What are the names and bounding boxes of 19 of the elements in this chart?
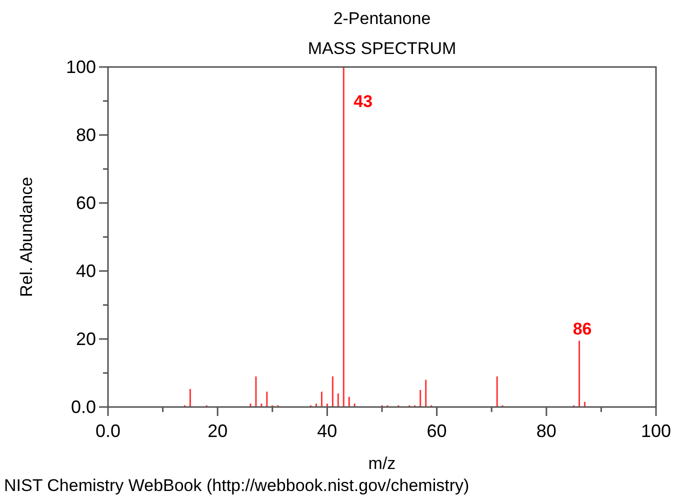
y-tick-label: 60 [76,193,96,213]
y-tick-label: 0.0 [70,397,96,417]
x-tick-label: 100 [640,421,672,441]
y-tick-label: 80 [76,125,96,145]
y-tick-label: 40 [76,261,96,281]
text: NIST Chemistry WebBook (http://webbook.nist.gov/chemistry) [4,476,470,495]
y-tick-label: 20 [76,329,96,349]
chart-subtitle: MASS SPECTRUM [308,39,456,58]
chart-title: 2-Pentanone [333,9,431,28]
y-tick-label: 100 [66,57,96,77]
x-tick-label: 60 [426,421,447,441]
annotation: 86 [572,320,592,339]
x-axis-title: m/z [368,454,396,473]
annotation: 43 [354,92,373,111]
x-tick-label: 40 [317,421,338,441]
x-tick-label: 80 [536,421,556,441]
x-tick-label: 20 [208,421,228,441]
x-tick-label: 0.0 [95,421,121,441]
y-axis-title: Rel. Abundance [17,176,36,298]
